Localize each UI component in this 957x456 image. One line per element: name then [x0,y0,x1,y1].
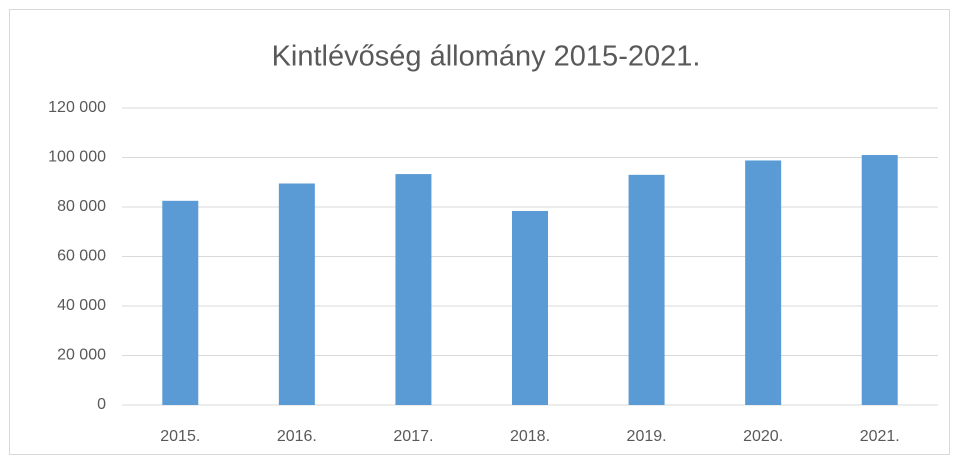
y-tick-label: 0 [97,396,106,413]
chart-frame [9,9,950,455]
x-tick-label: 2019. [627,428,667,445]
bar [395,174,432,405]
y-tick-label: 100 000 [48,149,106,166]
x-tick-label: 2016. [277,428,317,445]
y-tick-label: 20 000 [57,347,106,364]
bar [278,183,315,405]
y-tick-label: 60 000 [57,248,106,265]
x-tick-label: 2017. [393,428,433,445]
y-tick-label: 80 000 [57,198,106,215]
bar [162,200,199,405]
y-tick-label: 120 000 [48,99,106,116]
bar [861,155,898,405]
bar [512,210,548,405]
bar [628,174,665,405]
y-tick-label: 40 000 [57,297,106,314]
x-tick-label: 2020. [743,428,783,445]
x-tick-label: 2021. [860,428,900,445]
bar [745,160,782,405]
x-tick-label: 2015. [160,428,200,445]
x-tick-label: 2018. [510,428,550,445]
chart-title: Kintlévőség állomány 2015-2021. [272,41,701,73]
